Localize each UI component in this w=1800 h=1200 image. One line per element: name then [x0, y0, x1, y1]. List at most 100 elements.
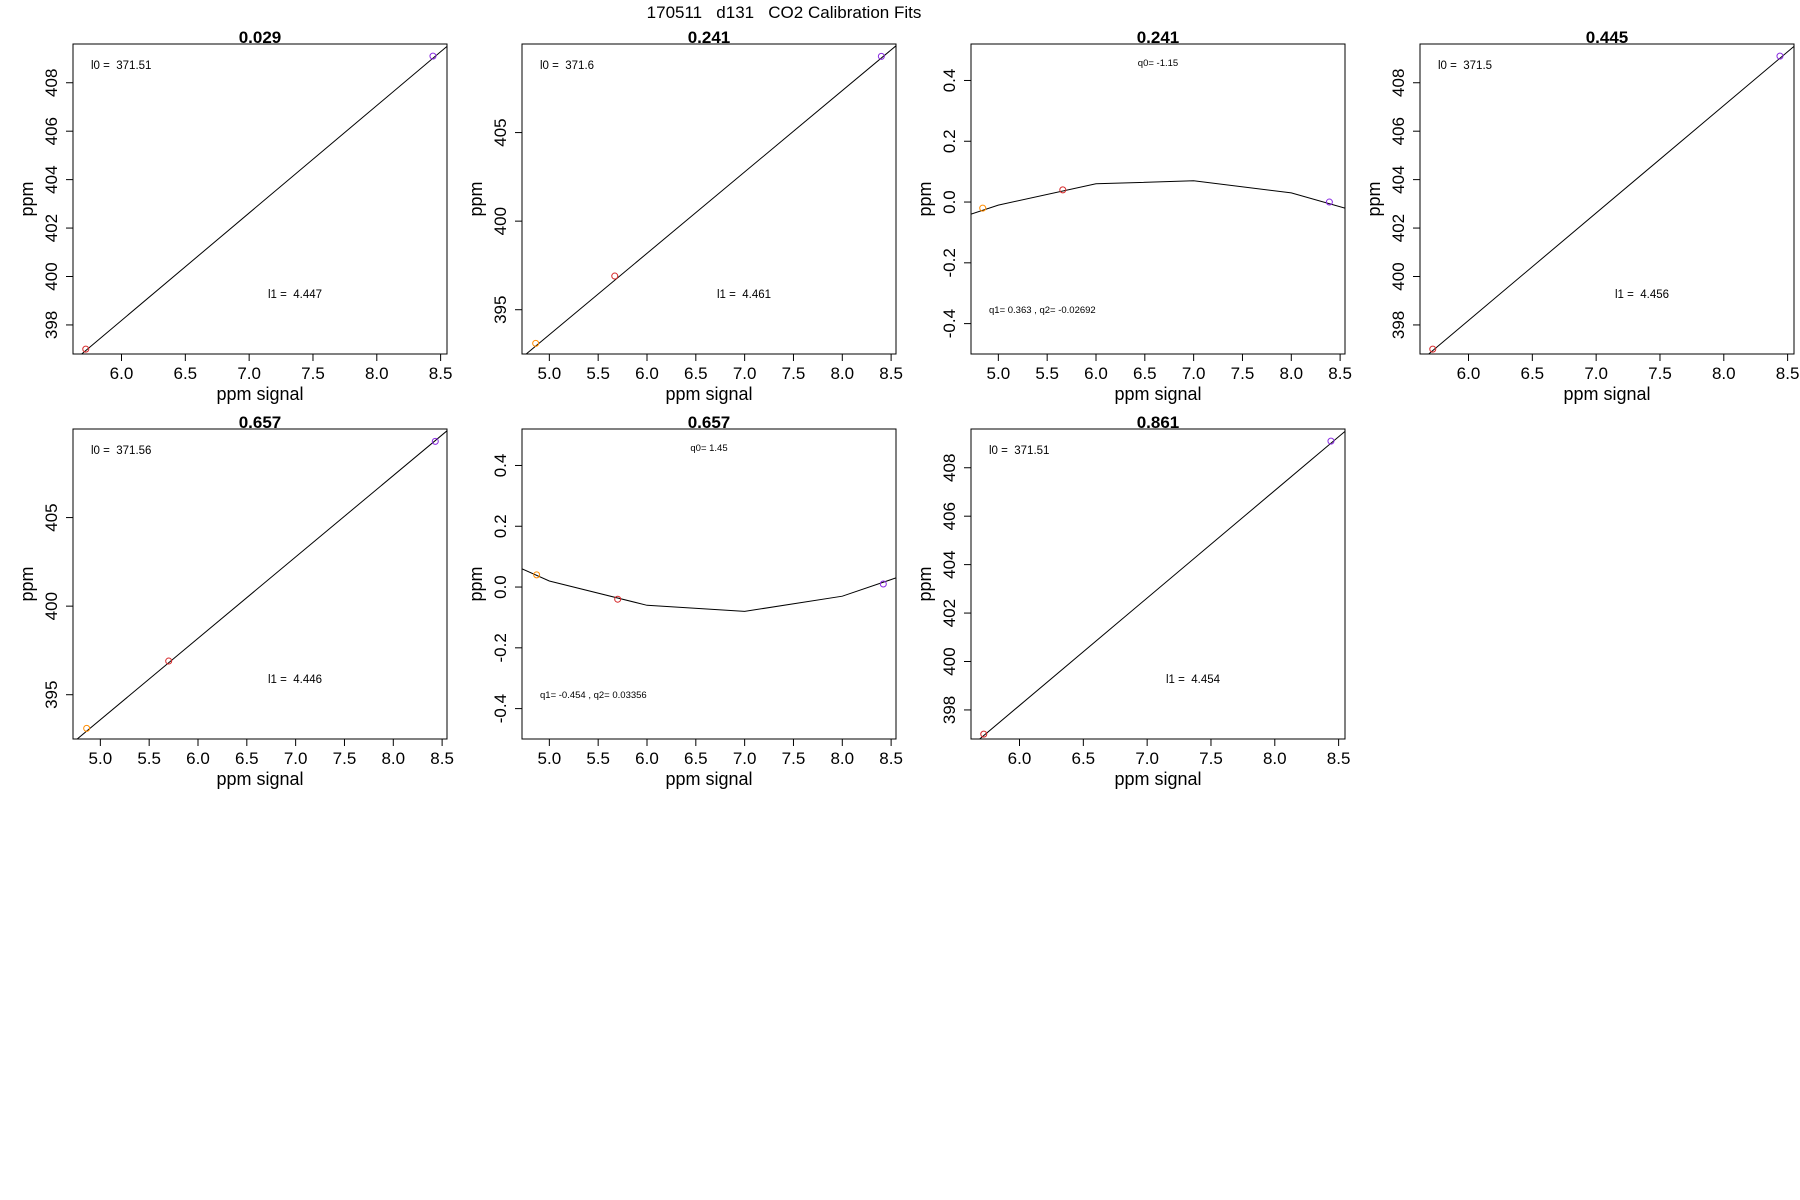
y-tick-label: 400	[42, 262, 61, 290]
y-tick-label: 405	[42, 503, 61, 531]
chart-panel-4: 0.445 6.0 6.5 7.0 7.5 8.0 8.5 398 400 402 404 406 40…	[1364, 28, 1799, 404]
y-tick-label: 395	[491, 296, 510, 324]
y-tick-label: 406	[1389, 117, 1408, 145]
x-axis-label: ppm signal	[216, 384, 303, 404]
fit-line	[76, 430, 447, 739]
data-point	[1327, 437, 1335, 445]
x-tick-label: 6.5	[1133, 364, 1157, 383]
plot-frame	[521, 428, 897, 740]
x-tick-label: 5.5	[586, 749, 610, 768]
y-tick-label: 408	[1389, 69, 1408, 97]
slope-annotation: l1 = 4.456	[1615, 289, 1669, 301]
x-axis-label: ppm signal	[665, 384, 752, 404]
x-tick-label: 6.0	[1008, 749, 1032, 768]
x-tick-label: 8.5	[430, 749, 454, 768]
fit-line	[80, 46, 447, 354]
q1-q2-annotation: q1= -0.454 , q2= 0.03356	[540, 690, 647, 701]
panel-title: 0.861	[1137, 413, 1180, 432]
x-tick-label: 5.0	[987, 364, 1011, 383]
x-tick-label: 6.5	[174, 364, 198, 383]
intercept-annotation: l0 = 371.56	[91, 445, 151, 457]
fit-line	[525, 45, 896, 354]
data-point	[533, 571, 541, 579]
data-point	[429, 52, 437, 60]
x-tick-label: 6.5	[684, 364, 708, 383]
y-tick-label: 404	[42, 165, 61, 193]
x-tick-label: 6.0	[1084, 364, 1108, 383]
plot-frame	[521, 43, 897, 355]
y-tick-label: -0.4	[940, 309, 959, 338]
data-point	[980, 730, 988, 738]
chart-panel-7: 0.861 6.0 6.5 7.0 7.5 8.0 8.5 398 400 402 404 406 40…	[915, 413, 1350, 789]
chart-panel-2: 0.241 5.0 5.5 6.0 6.5 7.0 7.5 8.0 8.5 395 400 405 pp…	[466, 28, 903, 404]
data-point	[611, 272, 619, 280]
slope-annotation: l1 = 4.447	[268, 289, 322, 301]
plot-frame	[970, 43, 1346, 355]
x-tick-label: 6.0	[1457, 364, 1481, 383]
x-tick-label: 5.5	[1035, 364, 1059, 383]
x-tick-label: 7.5	[1199, 749, 1223, 768]
x-tick-label: 7.5	[301, 364, 325, 383]
y-tick-label: 0.0	[491, 575, 510, 599]
slope-annotation: l1 = 4.461	[717, 289, 771, 301]
intercept-annotation: l0 = 371.5	[1438, 60, 1492, 72]
intercept-annotation: l0 = 371.51	[91, 60, 151, 72]
x-tick-label: 8.0	[1712, 364, 1736, 383]
x-tick-label: 8.5	[879, 749, 903, 768]
y-tick-label: 0.2	[491, 514, 510, 538]
y-tick-label: -0.2	[491, 633, 510, 662]
x-tick-label: 5.0	[89, 749, 113, 768]
x-tick-label: 7.0	[733, 364, 757, 383]
data-point	[1429, 345, 1437, 353]
y-tick-label: 395	[42, 681, 61, 709]
y-tick-label: 400	[1389, 262, 1408, 290]
data-point	[614, 595, 622, 603]
plot-frame	[1419, 43, 1795, 355]
x-tick-label: 8.5	[879, 364, 903, 383]
slope-annotation: l1 = 4.454	[1166, 674, 1221, 686]
x-tick-label: 6.5	[1521, 364, 1545, 383]
y-tick-label: -0.4	[491, 694, 510, 723]
y-tick-label: 0.4	[940, 69, 959, 93]
x-tick-label: 7.5	[782, 364, 806, 383]
y-axis-label: ppm	[17, 181, 37, 216]
figure-title: 170511 d131 CO2 Calibration Fits	[647, 3, 922, 22]
x-tick-label: 8.0	[365, 364, 389, 383]
x-tick-label: 6.0	[186, 749, 210, 768]
intercept-annotation: l0 = 371.6	[540, 60, 594, 72]
y-axis-label: ppm	[915, 181, 935, 216]
y-tick-label: 404	[940, 550, 959, 578]
data-point	[532, 339, 540, 347]
x-tick-label: 6.0	[110, 364, 134, 383]
x-tick-label: 6.5	[235, 749, 259, 768]
x-tick-label: 5.0	[538, 364, 562, 383]
x-axis-label: ppm signal	[1114, 769, 1201, 789]
y-tick-label: 400	[940, 647, 959, 675]
x-axis-label: ppm signal	[1563, 384, 1650, 404]
y-tick-label: -0.2	[940, 248, 959, 277]
data-point	[979, 204, 987, 212]
q1-q2-annotation: q1= 0.363 , q2= -0.02692	[989, 305, 1096, 316]
x-tick-label: 8.0	[1263, 749, 1287, 768]
x-tick-label: 6.0	[635, 364, 659, 383]
fit-line	[978, 431, 1345, 739]
panels-group: 0.029 6.0 6.5 7.0 7.5 8.0 8.5 398 400 402 404 406 40…	[17, 28, 1799, 789]
panel-title: 0.657	[239, 413, 282, 432]
plot-frame	[72, 428, 448, 740]
x-tick-label: 8.5	[429, 364, 453, 383]
y-tick-label: 0.4	[491, 454, 510, 478]
x-tick-label: 8.5	[1327, 749, 1351, 768]
x-tick-label: 7.5	[333, 749, 357, 768]
y-tick-label: 406	[42, 117, 61, 145]
y-tick-label: 402	[1389, 214, 1408, 242]
x-tick-label: 8.0	[1279, 364, 1303, 383]
x-tick-label: 6.0	[635, 749, 659, 768]
y-tick-label: 408	[42, 69, 61, 97]
chart-panel-6: 0.657 5.0 5.5 6.0 6.5 7.0 7.5 8.0 8.5 -0.4 -0.2 0.0…	[466, 413, 903, 789]
data-point	[82, 345, 90, 353]
x-tick-label: 8.0	[830, 364, 854, 383]
panel-title: 0.029	[239, 28, 282, 47]
x-tick-label: 7.5	[1648, 364, 1672, 383]
y-tick-label: 402	[940, 599, 959, 627]
